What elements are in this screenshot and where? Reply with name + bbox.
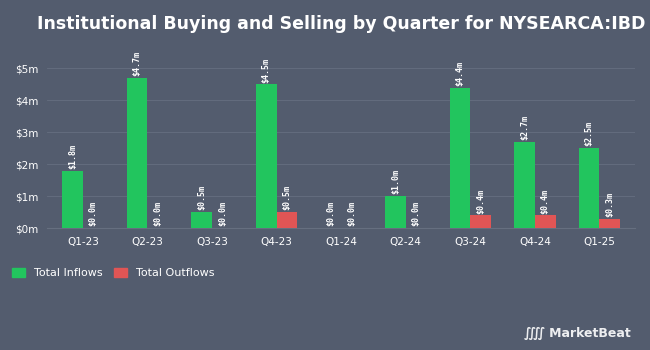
Bar bbox=[578, 148, 599, 228]
Text: $0.4m: $0.4m bbox=[541, 189, 550, 214]
Text: ⨌ MarketBeat: ⨌ MarketBeat bbox=[524, 327, 630, 340]
Bar bbox=[256, 84, 277, 228]
Bar bbox=[62, 171, 83, 228]
Text: $0.0m: $0.0m bbox=[326, 201, 335, 226]
Text: $0.4m: $0.4m bbox=[476, 189, 485, 214]
Bar bbox=[127, 78, 148, 228]
Bar bbox=[191, 212, 212, 228]
Text: $2.7m: $2.7m bbox=[520, 115, 529, 140]
Text: $4.4m: $4.4m bbox=[456, 61, 465, 86]
Text: $0.0m: $0.0m bbox=[89, 201, 98, 226]
Bar bbox=[535, 216, 556, 228]
Bar bbox=[385, 196, 406, 228]
Text: $2.5m: $2.5m bbox=[584, 121, 593, 146]
Text: $4.7m: $4.7m bbox=[133, 51, 142, 76]
Text: $4.5m: $4.5m bbox=[262, 57, 271, 83]
Bar bbox=[277, 212, 297, 228]
Bar bbox=[599, 219, 620, 228]
Legend: Total Inflows, Total Outflows: Total Inflows, Total Outflows bbox=[12, 268, 214, 278]
Text: $0.5m: $0.5m bbox=[283, 185, 291, 210]
Bar bbox=[514, 142, 535, 228]
Text: $0.5m: $0.5m bbox=[197, 185, 206, 210]
Text: $0.0m: $0.0m bbox=[218, 201, 227, 226]
Bar bbox=[450, 88, 471, 228]
Text: $0.0m: $0.0m bbox=[153, 201, 162, 226]
Text: $0.0m: $0.0m bbox=[347, 201, 356, 226]
Text: $1.8m: $1.8m bbox=[68, 144, 77, 169]
Text: $0.3m: $0.3m bbox=[605, 192, 614, 217]
Title: Institutional Buying and Selling by Quarter for NYSEARCA:IBD: Institutional Buying and Selling by Quar… bbox=[37, 15, 645, 33]
Bar bbox=[471, 216, 491, 228]
Text: $1.0m: $1.0m bbox=[391, 169, 400, 194]
Text: $0.0m: $0.0m bbox=[411, 201, 421, 226]
